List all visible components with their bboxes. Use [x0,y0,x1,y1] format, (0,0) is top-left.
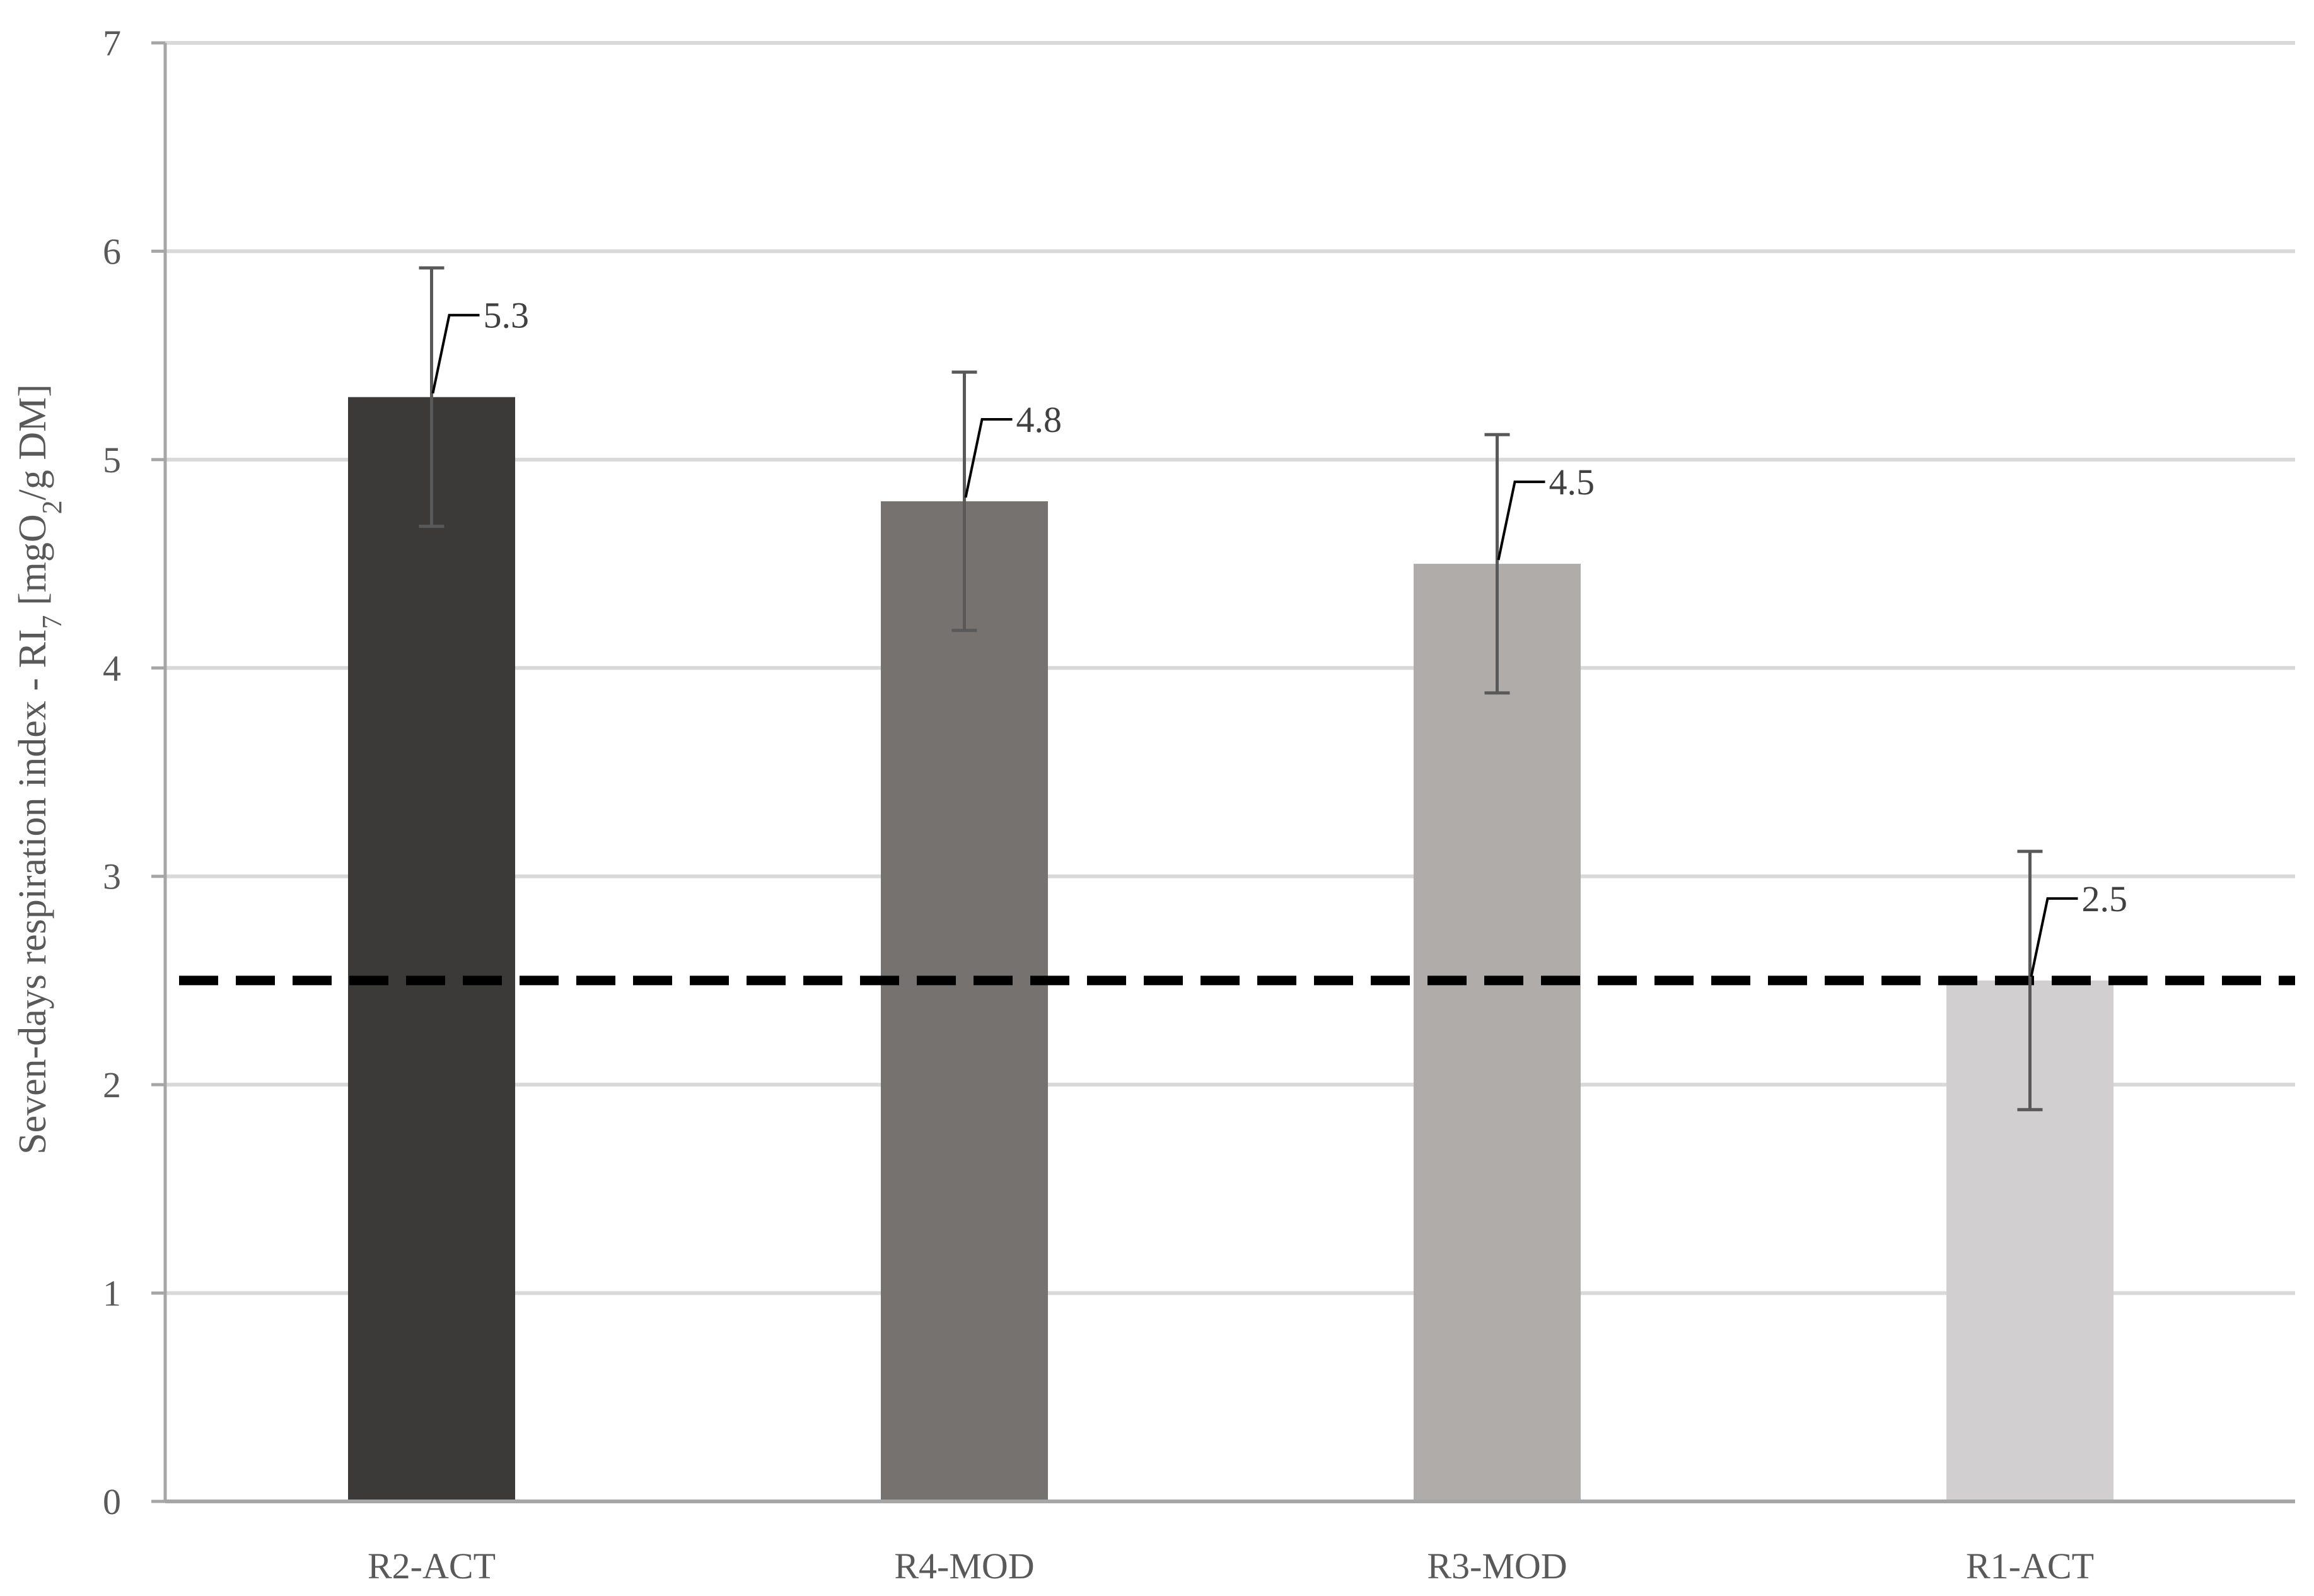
leader-line-r2-act [431,313,480,394]
axes [163,43,2295,1503]
x-tick-label-r4-mod: R4-MOD [894,1546,1034,1587]
leader-line-r4-mod [964,417,1013,498]
y-axis-ticks: 0 1 2 3 4 5 6 7 [103,23,165,1522]
bar-r4-mod [881,501,1048,1501]
data-label-r4-mod: 4.8 [1016,399,1062,440]
data-label-r1-act: 2.5 [2082,878,2128,919]
leader-line-r1-act [2030,897,2078,977]
y-axis-title-main: Seven-days respiration index - RI [11,629,54,1155]
y-tick-label-3: 3 [103,856,121,897]
y-tick-label-4: 4 [103,648,121,689]
error-bar-r2-act [419,266,445,528]
error-bar-r1-act [2017,849,2043,1112]
error-bar-r4-mod [951,370,977,632]
x-tick-label-r3-mod: R3-MOD [1427,1546,1567,1587]
y-tick-label-7: 7 [103,23,121,64]
bars [348,397,2113,1502]
error-bars [419,266,2043,1112]
y-axis-title-end: /g DM] [11,384,54,500]
y-tick-label-0: 0 [103,1481,121,1522]
y-tick-label-5: 5 [103,440,121,481]
y-axis-title-sub7: 7 [37,615,67,629]
y-tick-label-2: 2 [103,1064,121,1105]
data-labels: 5.3 4.8 4.5 2.5 [431,295,2128,977]
y-axis-title: Seven-days respiration index - RI7 [mgO2… [11,384,67,1155]
y-tick-label-1: 1 [103,1273,121,1314]
bar-r2-act [348,397,515,1502]
y-axis-title-sub2: 2 [37,500,67,514]
data-label-r3-mod: 4.5 [1549,462,1595,503]
error-bar-r3-mod [1484,433,1510,695]
bar-r3-mod [1414,564,1581,1501]
x-axis-ticks: R2-ACT R4-MOD R3-MOD R1-ACT [368,1546,2094,1587]
leader-line-r3-mod [1497,481,1545,561]
x-tick-label-r2-act: R2-ACT [368,1546,496,1587]
gridlines [165,41,2295,1295]
data-label-r2-act: 5.3 [484,295,530,336]
y-tick-label-6: 6 [103,231,121,272]
x-tick-label-r1-act: R1-ACT [1966,1546,2094,1587]
y-axis-title-mid: [mgO [11,514,54,615]
